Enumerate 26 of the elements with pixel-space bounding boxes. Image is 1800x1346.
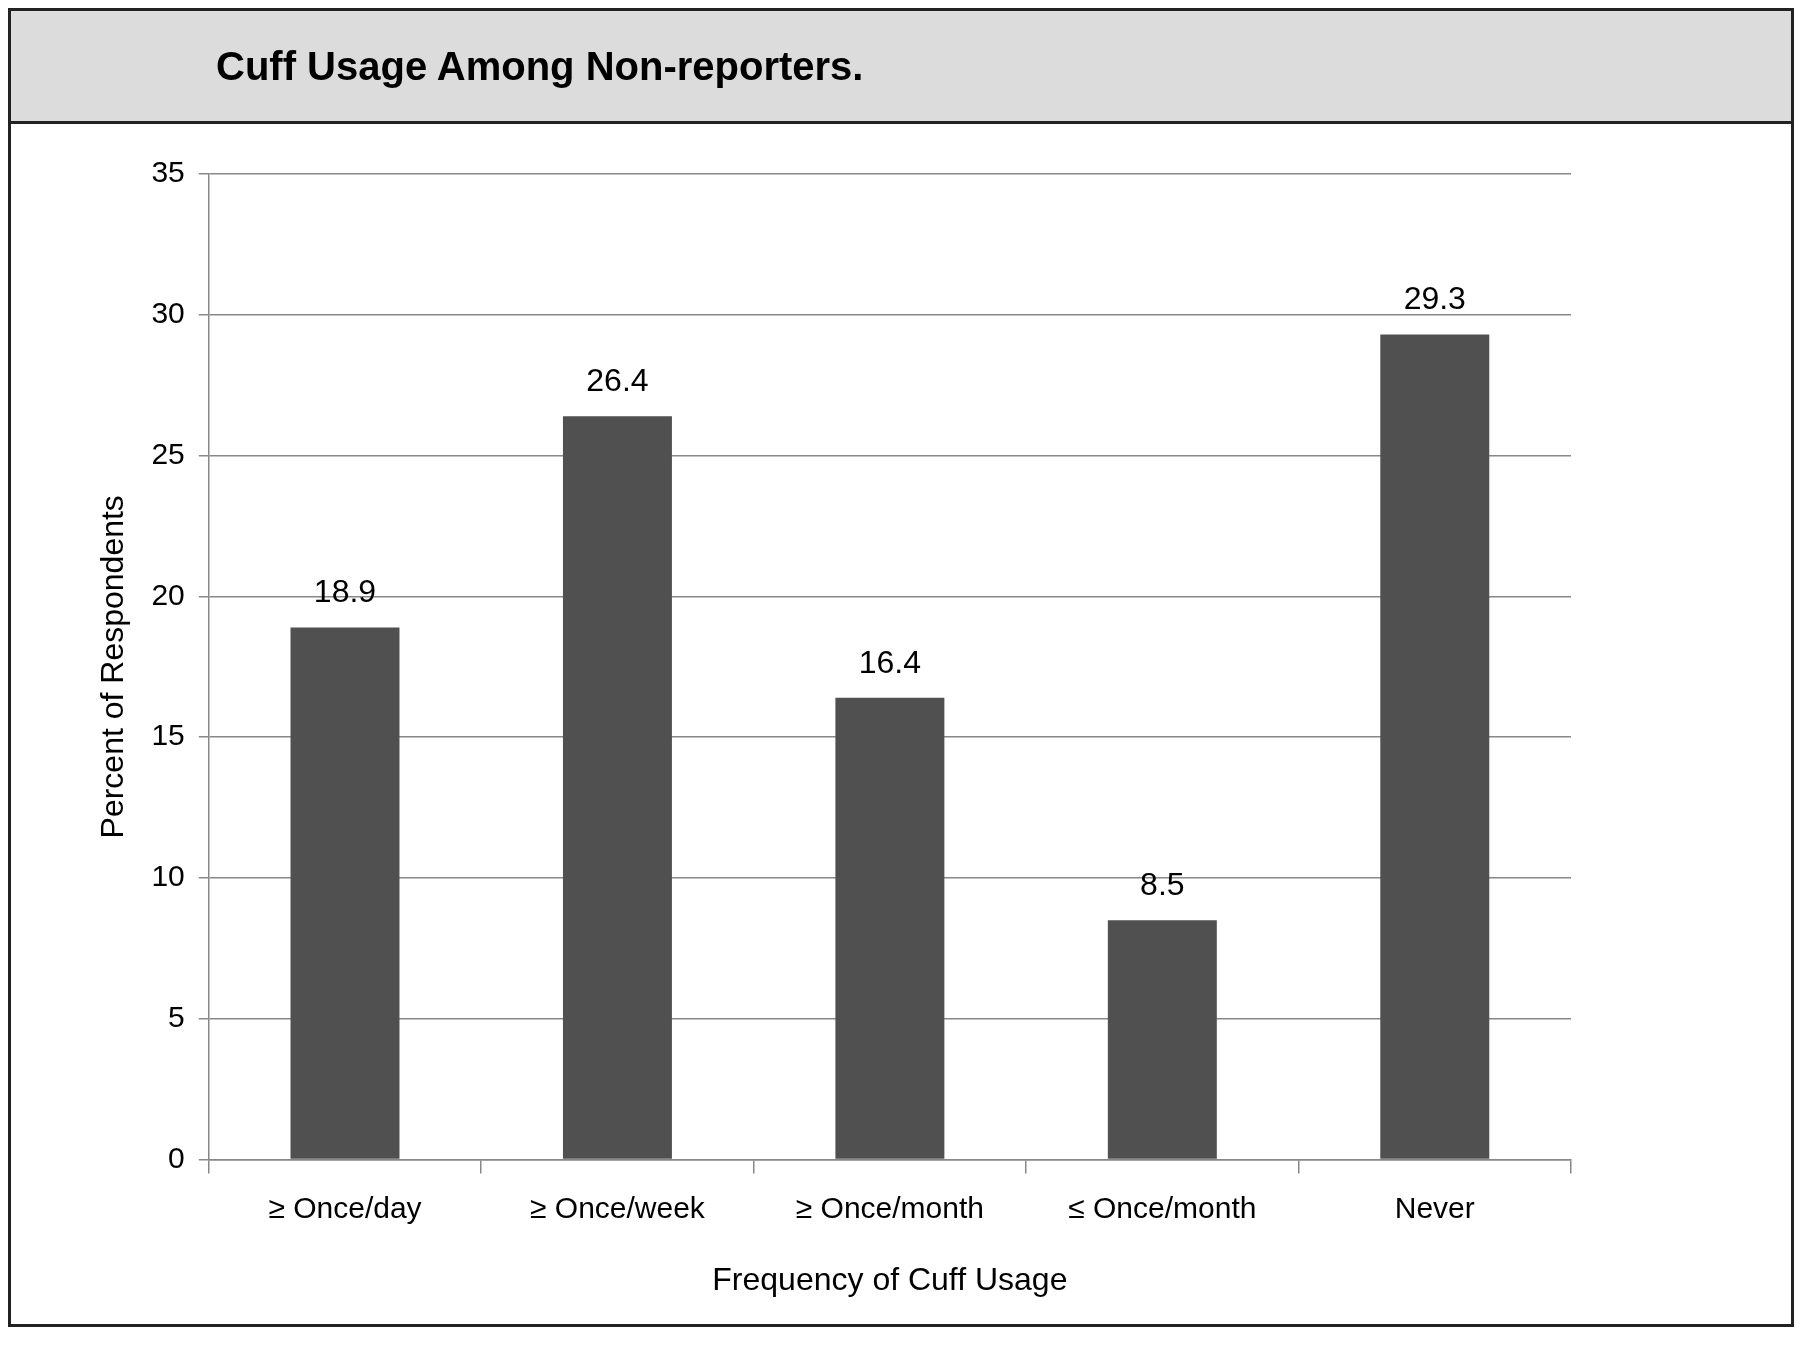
x-axis-title: Frequency of Cuff Usage: [712, 1260, 1068, 1297]
bar: [290, 627, 400, 1159]
bar: [835, 697, 945, 1159]
y-tick-label: 20: [151, 577, 185, 611]
y-tick-label: 5: [168, 1000, 185, 1034]
x-tick-label: ≤ Once/month: [1068, 1190, 1257, 1224]
data-label: 8.5: [1140, 866, 1185, 903]
chart-title: Cuff Usage Among Non-reporters.: [216, 43, 864, 89]
x-tick-label: ≥ Once/week: [530, 1190, 706, 1224]
data-label: 26.4: [586, 362, 649, 398]
y-tick-label: 0: [168, 1140, 185, 1174]
x-tick-label: Never: [1394, 1190, 1475, 1224]
bar: [1107, 920, 1217, 1159]
y-tick-label: 30: [151, 296, 185, 330]
data-label: 18.9: [313, 573, 377, 610]
y-tick-label: 35: [151, 155, 185, 189]
y-tick-label: 10: [151, 859, 185, 893]
bar: [1380, 334, 1490, 1159]
y-axis-title: Percent of Respondents: [94, 495, 131, 839]
x-tick-label: ≥ Once/day: [268, 1190, 422, 1224]
y-tick-label: 15: [151, 718, 185, 752]
y-tick-label: 25: [151, 436, 185, 470]
data-label: 29.3: [1403, 280, 1466, 317]
data-label: 16.4: [858, 643, 922, 680]
bar: [562, 416, 672, 1159]
x-tick-label: ≥ Once/month: [795, 1190, 984, 1224]
